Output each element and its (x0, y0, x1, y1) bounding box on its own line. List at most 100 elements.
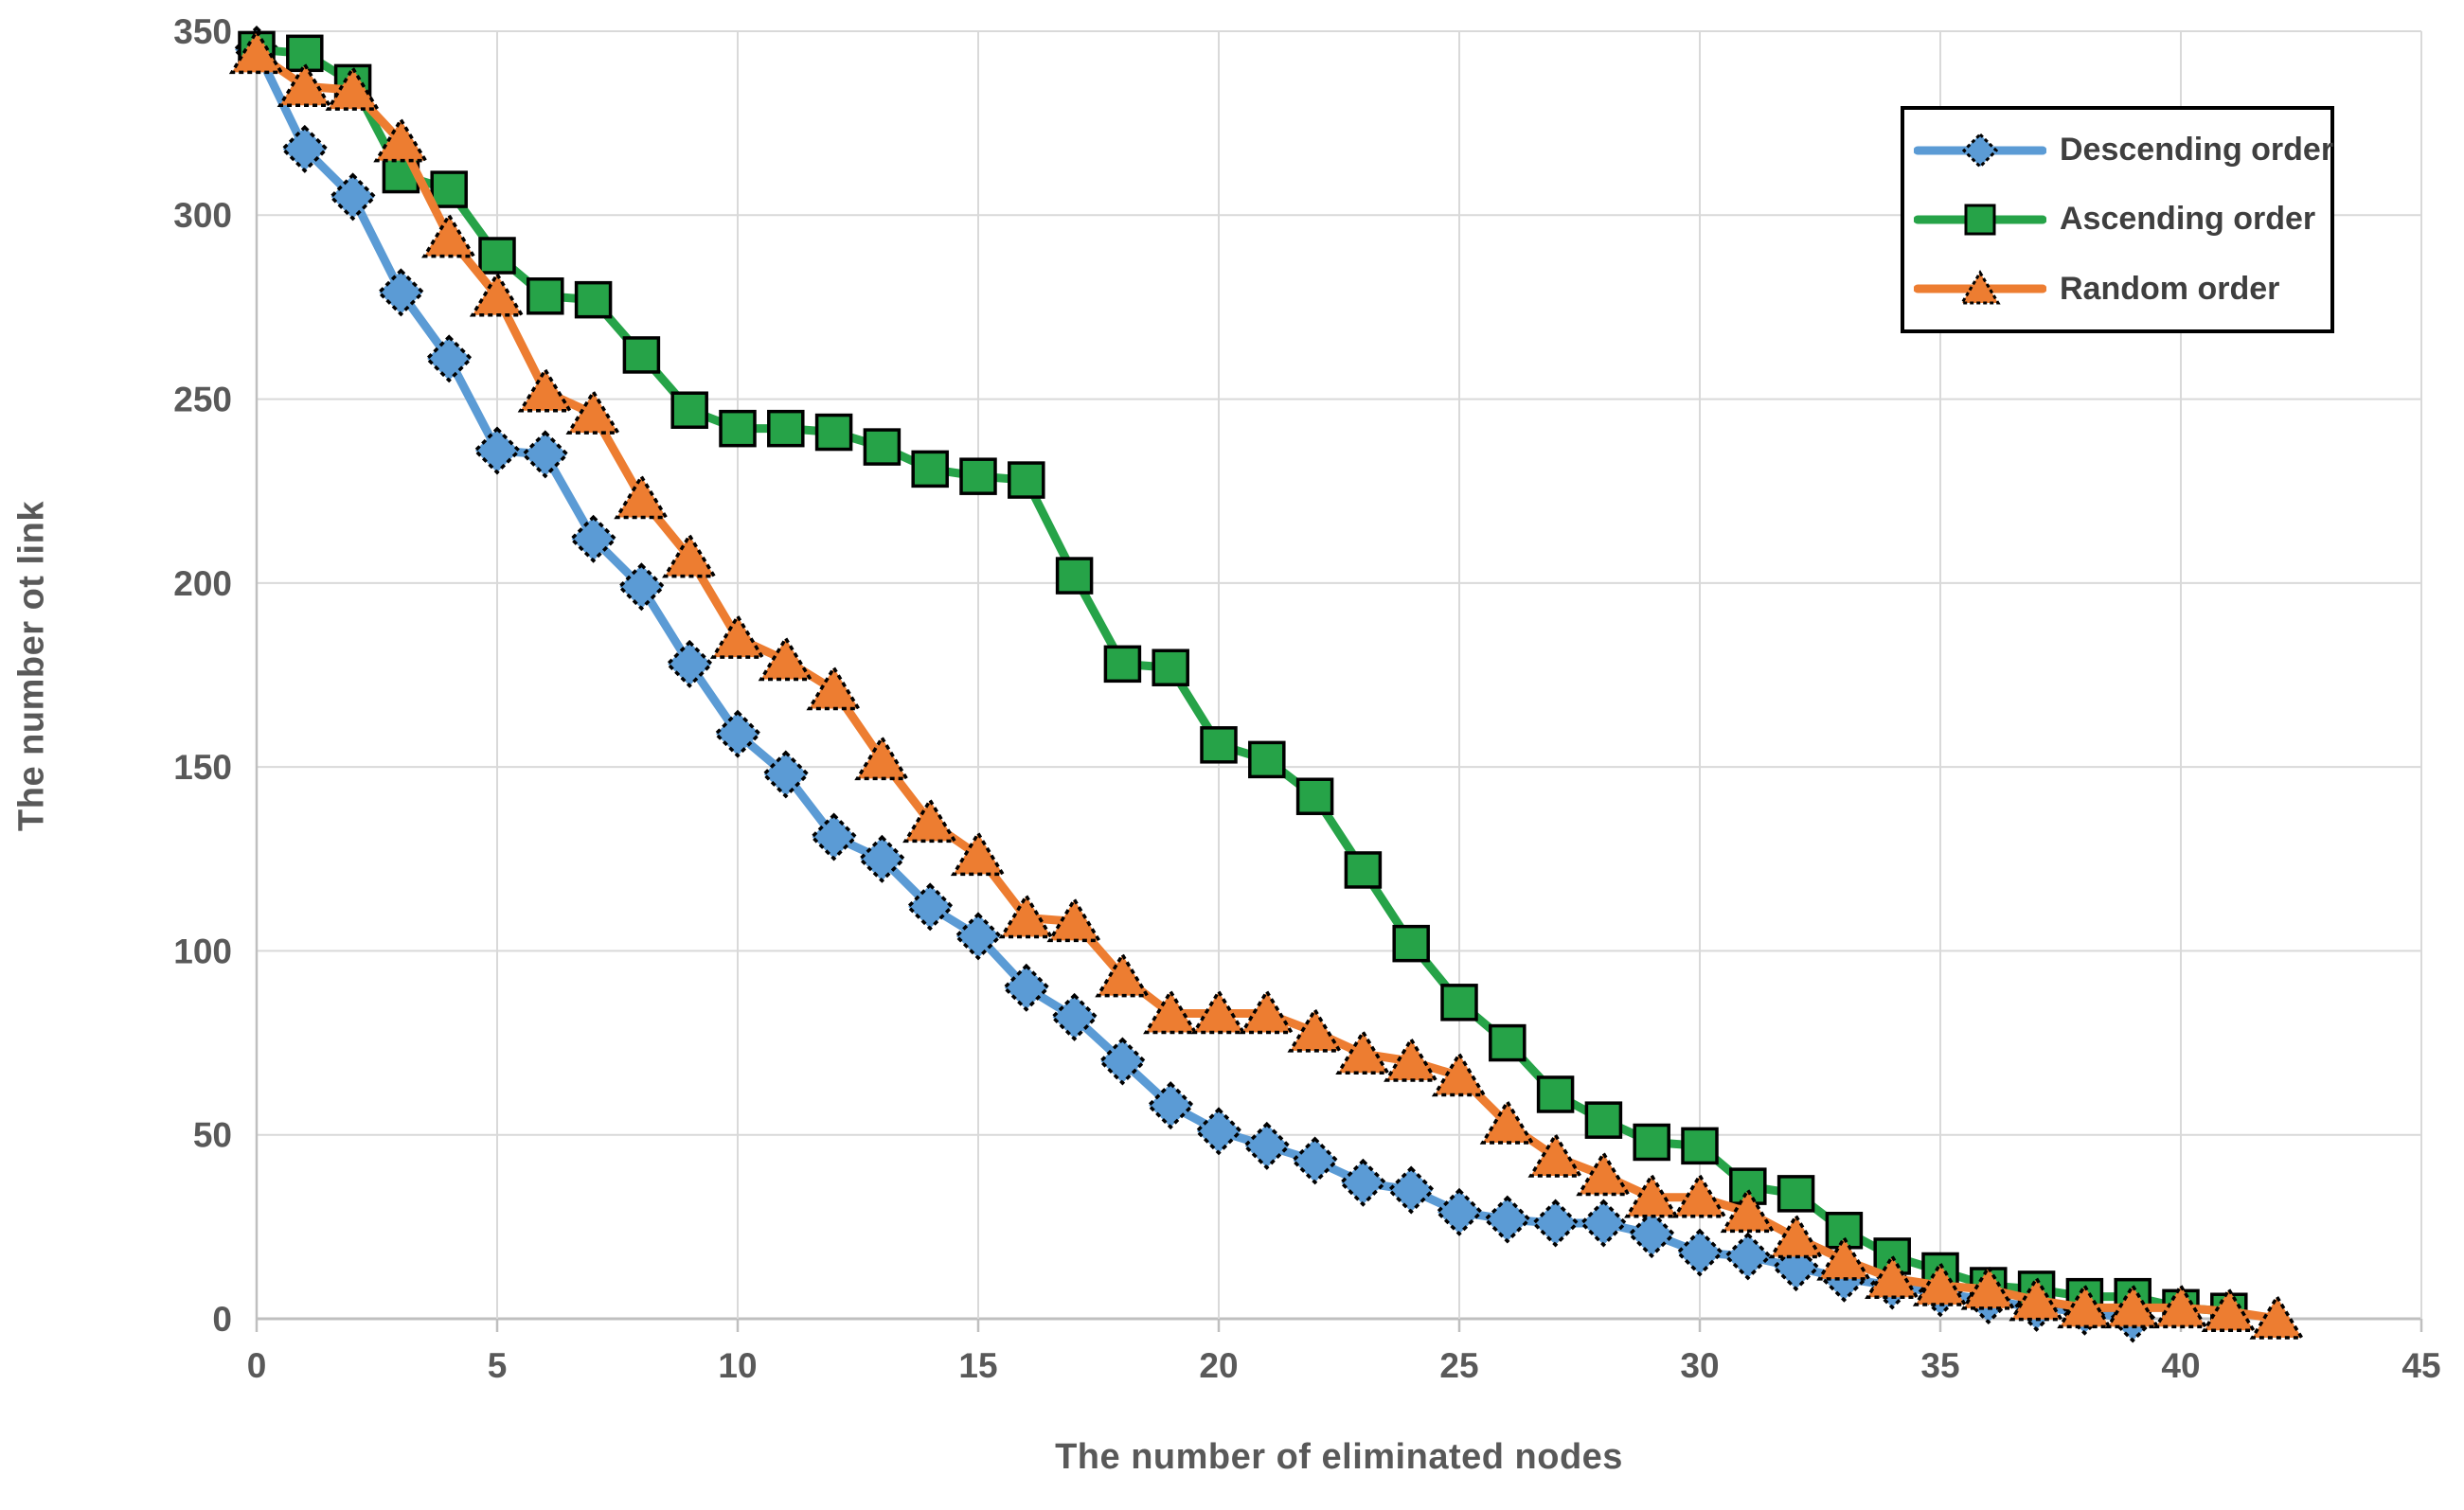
square-marker (574, 280, 613, 319)
square-marker (527, 277, 564, 315)
triangle-marker (325, 64, 381, 111)
triangle-marker (2152, 1282, 2209, 1329)
square-marker (1489, 1023, 1527, 1062)
x-tick-label: 20 (1199, 1346, 1238, 1385)
y-tick-label: 300 (173, 196, 232, 235)
triangle-marker (662, 532, 718, 578)
diamond-marker (1146, 1081, 1195, 1130)
triangle-marker (469, 271, 526, 317)
diamond-marker (1291, 1136, 1340, 1185)
diamond-marker (761, 750, 811, 799)
x-axis-title: The number of eliminated nodes (1055, 1437, 1623, 1477)
square-marker (863, 428, 902, 466)
triangle-marker (1912, 1260, 1969, 1306)
triangle-marker (1046, 896, 1102, 943)
diamond-marker (1579, 1199, 1628, 1248)
diamond-marker (569, 514, 618, 563)
triangle-marker (1527, 1131, 1583, 1178)
triangle-marker (2201, 1286, 2257, 1332)
square-marker (1295, 777, 1334, 815)
series-descending-order (232, 25, 2157, 1343)
diamond-marker (1098, 1037, 1147, 1086)
x-tick-label: 0 (247, 1346, 267, 1385)
triangle-marker (614, 473, 670, 520)
y-tick-label: 250 (173, 381, 232, 419)
triangle-marker (1095, 951, 1151, 998)
square-marker (1392, 924, 1430, 963)
legend-item-descending: Descending order (1914, 130, 2333, 171)
y-tick-label: 150 (173, 748, 232, 787)
diamond-marker (280, 124, 330, 173)
triangle-marker (998, 893, 1054, 939)
diamond-marker (1627, 1210, 1676, 1259)
legend-item-ascending: Ascending order (1914, 199, 2321, 240)
triangle-marker (1768, 1213, 1824, 1259)
triangle-marker (2009, 1275, 2064, 1322)
triangle-marker (1190, 988, 1247, 1035)
y-tick-label: 0 (212, 1300, 232, 1339)
triangle-marker (950, 830, 1007, 877)
diamond-marker (1386, 1165, 1436, 1215)
diamond-marker (857, 834, 906, 883)
descending-order-diamond-swatch (1914, 132, 2046, 169)
series-ascending-order (238, 30, 2248, 1330)
triangle-marker (1960, 1264, 2016, 1310)
legend-label-descending: Descending order (2060, 132, 2334, 169)
diamond-marker (1050, 992, 1099, 1041)
x-tick-label: 45 (2402, 1346, 2440, 1385)
square-marker (1344, 851, 1383, 889)
y-tick-label: 200 (173, 564, 232, 603)
square-marker (959, 457, 997, 495)
triangle-marker (1384, 1036, 1439, 1082)
triangle-marker (1816, 1235, 1872, 1281)
square-marker (719, 409, 757, 448)
triangle-marker (1239, 988, 1294, 1035)
triangle-marker (902, 797, 958, 844)
diamond-marker (1723, 1232, 1773, 1281)
x-tick-label: 10 (718, 1346, 757, 1385)
x-tick-label: 15 (958, 1346, 997, 1385)
diamond-marker (1675, 1228, 1724, 1277)
diamond-marker (1242, 1121, 1292, 1170)
legend: Descending order Ascending order Random … (1901, 106, 2334, 333)
diamond-marker (1531, 1199, 1580, 1248)
x-tick-label: 25 (1439, 1346, 1478, 1385)
triangle-marker (517, 366, 573, 413)
triangle-marker (1479, 1098, 1535, 1145)
square-marker (1777, 1175, 1815, 1213)
square-marker (478, 237, 516, 275)
triangle-marker (2057, 1282, 2113, 1329)
square-marker (1584, 1101, 1623, 1139)
diamond-marker (376, 268, 425, 317)
diamond-marker (616, 562, 666, 612)
series-random-order (228, 27, 2305, 1340)
triangle-marker (709, 613, 766, 659)
y-axis-title: The number ot link (11, 501, 52, 831)
square-marker (911, 450, 949, 489)
diamond-marker (1435, 1187, 1484, 1236)
x-tick-label: 35 (1920, 1346, 1959, 1385)
square-marker (1200, 726, 1238, 764)
square-marker (1248, 740, 1286, 779)
diamond-marker (1338, 1158, 1387, 1207)
square-marker (622, 336, 661, 374)
square-marker (1536, 1075, 1575, 1113)
square-marker (1681, 1127, 1719, 1165)
square-marker (1055, 557, 1094, 595)
triangle-marker (1624, 1172, 1680, 1218)
triangle-marker (1576, 1150, 1632, 1197)
triangle-marker (2249, 1293, 2305, 1340)
triangle-marker (1720, 1186, 1776, 1234)
y-tick-label: 350 (173, 12, 232, 51)
diamond-marker (473, 426, 522, 475)
triangle-marker (1335, 1028, 1391, 1075)
triangle-marker (1143, 988, 1199, 1035)
square-marker (1103, 645, 1142, 684)
square-marker (1825, 1211, 1864, 1250)
diamond-marker (1194, 1107, 1243, 1156)
square-marker (1008, 461, 1045, 499)
triangle-marker (228, 27, 285, 75)
ascending-order-square-swatch (1914, 204, 2046, 236)
